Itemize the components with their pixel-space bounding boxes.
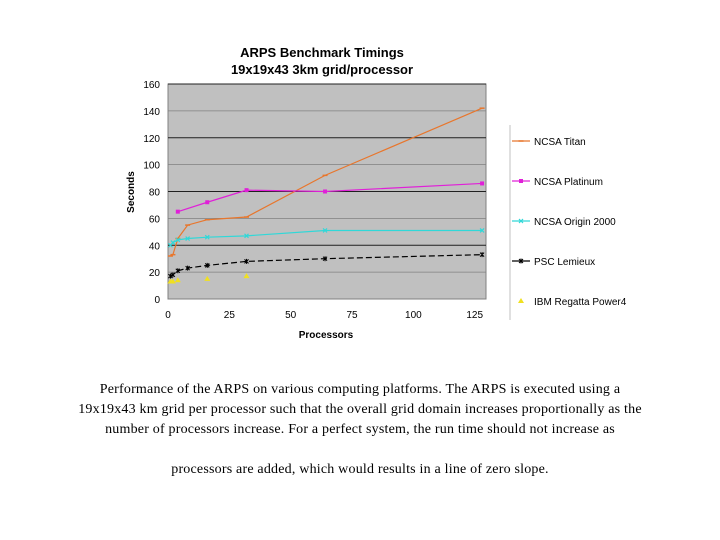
caption-line-4: processors are added, which would result…	[171, 462, 549, 477]
y-tick-label: 60	[149, 214, 161, 225]
series-line	[170, 107, 483, 257]
data-point	[479, 252, 485, 258]
caption-line-3: number of processors increase. For a per…	[105, 422, 615, 437]
data-point	[175, 237, 181, 243]
data-point	[169, 278, 176, 284]
x-tick-label: 0	[165, 310, 171, 321]
y-tick-label: 160	[143, 80, 160, 91]
data-point	[519, 179, 523, 183]
x-tick-label: 75	[346, 310, 358, 321]
y-tick-label: 100	[143, 161, 160, 172]
data-point	[175, 209, 180, 214]
x-tick-label: 125	[466, 310, 483, 321]
data-point	[168, 273, 173, 279]
legend-label: NCSA Titan	[534, 137, 586, 148]
series-psc-lemieux	[168, 252, 485, 279]
data-point	[323, 189, 328, 194]
caption-line-1: Performance of the ARPS on various compu…	[99, 382, 621, 397]
x-axis-label: Processors	[299, 330, 354, 341]
series-ncsa-platinum	[175, 181, 485, 214]
chart: ARPS Benchmark Timings 19x19x43 3km grid…	[126, 45, 627, 341]
y-tick-label: 80	[149, 188, 161, 199]
series-ncsa-titan	[167, 107, 485, 257]
data-point	[480, 181, 485, 186]
data-point	[170, 272, 176, 278]
data-point	[244, 188, 249, 193]
data-point	[518, 298, 524, 303]
data-point	[175, 268, 181, 274]
data-point	[518, 218, 524, 224]
x-tick-label: 25	[224, 310, 236, 321]
data-point	[322, 228, 328, 233]
y-tick-label: 140	[143, 107, 160, 118]
data-point	[185, 265, 190, 271]
data-point	[244, 258, 249, 264]
legend-label: NCSA Origin 2000	[534, 217, 616, 228]
data-point	[243, 273, 250, 279]
data-point	[322, 256, 328, 262]
data-point	[244, 233, 249, 239]
caption-line-2: 19x19x43 km grid per processor such that…	[78, 402, 642, 417]
y-tick-label: 20	[149, 268, 161, 279]
x-tick-label: 100	[405, 310, 422, 321]
data-point	[185, 236, 191, 241]
y-tick-label: 120	[143, 134, 160, 145]
y-axis-label: Seconds	[126, 171, 137, 213]
data-point	[174, 277, 181, 283]
y-tick-label: 0	[154, 295, 160, 306]
data-point	[479, 228, 485, 233]
series-ibm-regatta-power4	[167, 273, 250, 284]
legend-label: NCSA Platinum	[534, 177, 603, 188]
data-point	[204, 234, 210, 240]
chart-title: ARPS Benchmark Timings	[240, 45, 404, 60]
data-point	[204, 275, 211, 281]
legend-label: PSC Lemieux	[534, 257, 595, 268]
data-point	[204, 262, 210, 268]
axis-ticks: 0 20 40 60 80 100 120 140 160 0 25 50 75 100 125	[143, 80, 483, 321]
series-group	[167, 107, 485, 284]
data-point	[170, 240, 176, 245]
figure-caption: Performance of the ARPS on various compu…	[20, 380, 700, 480]
legend-label: IBM Regatta Power4	[534, 297, 627, 308]
chart-subtitle: 19x19x43 3km grid/processor	[231, 62, 413, 77]
series-ncsa-origin-2000	[168, 228, 485, 248]
gridlines	[168, 83, 486, 273]
data-point	[518, 258, 524, 264]
y-tick-label: 40	[149, 241, 161, 252]
data-point	[205, 200, 210, 205]
legend: NCSA Titan NCSA Platinum NCSA Origin 2000 P…	[509, 125, 627, 320]
x-tick-label: 50	[285, 310, 297, 321]
